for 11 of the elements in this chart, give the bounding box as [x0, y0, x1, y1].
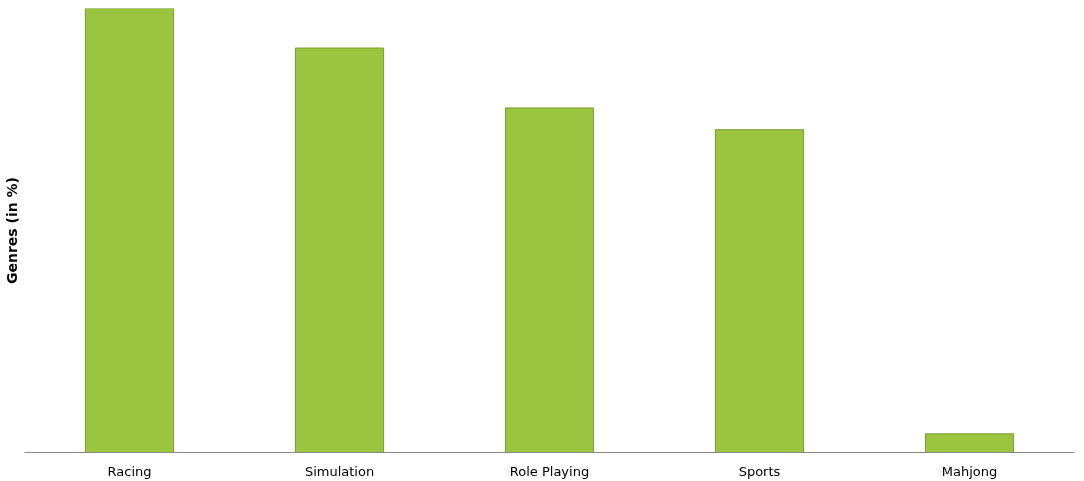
- x-tick-label: Sports: [738, 463, 781, 479]
- bar: [714, 129, 805, 453]
- bar: [924, 433, 1015, 453]
- x-tick-label: Mahjong: [941, 463, 998, 479]
- bar: [504, 107, 595, 453]
- x-tick-label: Racing: [107, 463, 152, 479]
- bar: [294, 47, 385, 453]
- bar: [84, 8, 175, 453]
- y-axis-title: Genres (in %): [3, 176, 20, 285]
- x-tick-label: Role Playing: [509, 463, 590, 479]
- x-tick-label: Simulation: [304, 463, 375, 479]
